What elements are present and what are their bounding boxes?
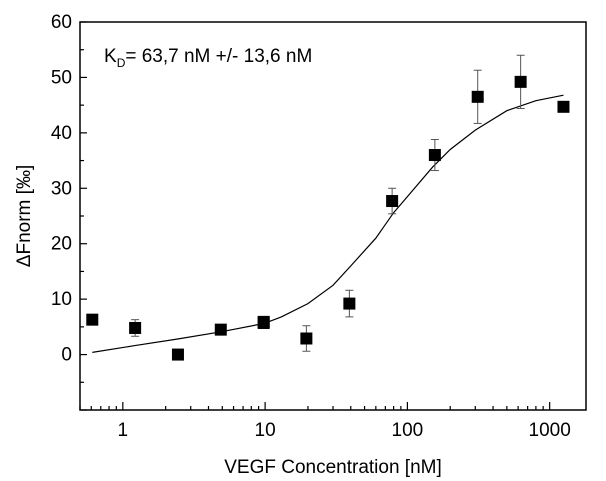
x-axis-label: VEGF Concentration [nM]: [224, 457, 442, 478]
y-tick-label: 0: [61, 345, 72, 366]
data-point: [86, 313, 99, 326]
y-axis-label: ΔFnorm [‰]: [14, 165, 35, 267]
data-point: [214, 323, 227, 336]
y-tick-label: 20: [51, 234, 72, 255]
y-tick-label: 10: [51, 289, 72, 310]
data-point: [386, 195, 399, 208]
data-point: [257, 316, 270, 329]
kd-prefix: K: [104, 46, 117, 67]
x-tick-label: 10: [255, 420, 276, 441]
y-tick-label: 40: [51, 123, 72, 144]
data-point: [514, 75, 527, 88]
plot-frame: [79, 21, 587, 411]
data-point: [428, 149, 441, 162]
kd-annotation: KD= 63,7 nM +/- 13,6 nM: [104, 46, 312, 70]
kd-subscript: D: [117, 56, 126, 70]
fit-curve: [92, 94, 564, 353]
data-point: [557, 100, 570, 113]
y-tick-label: 50: [51, 67, 72, 88]
data-point: [471, 90, 484, 103]
y-tick-label: 60: [51, 12, 72, 33]
x-axis: 1 10 100 1000: [79, 402, 571, 441]
x-tick-label: 1000: [529, 420, 571, 441]
data-point: [300, 332, 313, 345]
data-point: [343, 297, 356, 310]
x-tick-label: 100: [392, 420, 424, 441]
kd-value: = 63,7 nM +/- 13,6 nM: [125, 46, 312, 67]
data-point: [129, 321, 142, 334]
error-bars: [131, 54, 525, 352]
y-axis: 0 10 20 30 40 50 60: [51, 12, 87, 411]
data-point: [171, 348, 184, 361]
y-tick-label: 30: [51, 178, 72, 199]
data-points: [86, 75, 570, 361]
x-tick-label: 1: [118, 420, 129, 441]
